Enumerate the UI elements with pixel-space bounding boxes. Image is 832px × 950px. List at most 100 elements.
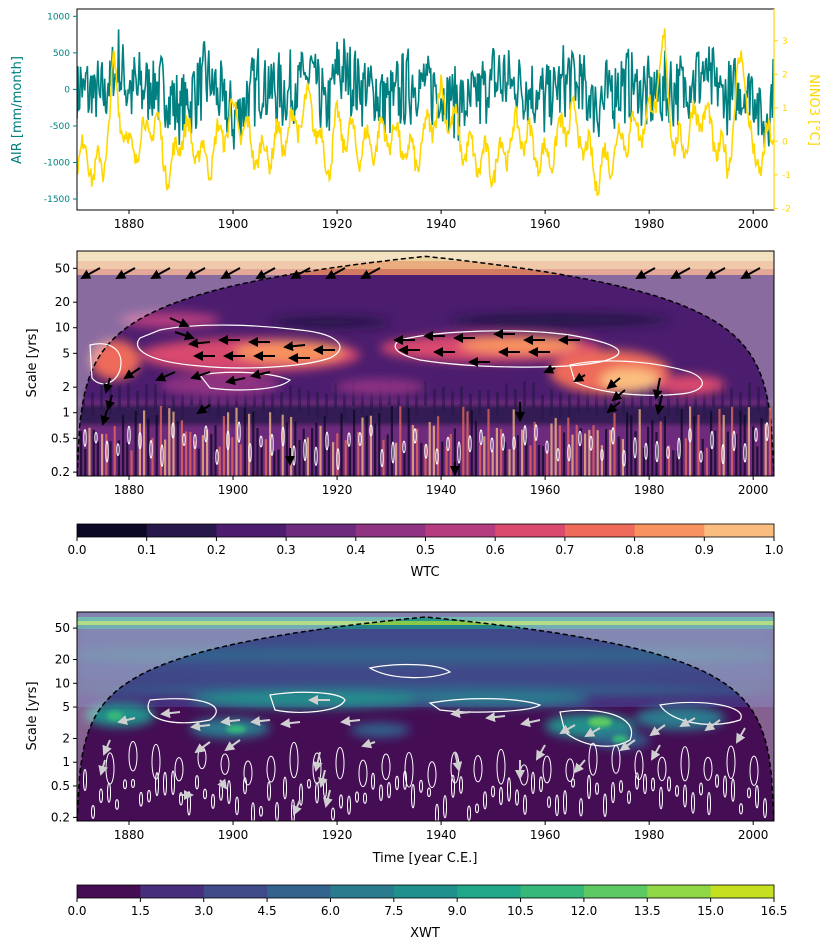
phase-arrow bbox=[217, 778, 228, 790]
wtc-phase-arrows bbox=[80, 267, 761, 476]
x-tick-label: 1940 bbox=[426, 828, 457, 842]
phase-arrow bbox=[740, 267, 761, 279]
phase-arrow bbox=[185, 267, 206, 279]
wtc-frame bbox=[76, 250, 775, 477]
air-tick-label: 1000 bbox=[47, 12, 70, 22]
x-tick-label: 1980 bbox=[634, 217, 665, 231]
phase-arrow bbox=[117, 715, 136, 725]
air-tick-label: 0 bbox=[64, 85, 70, 95]
x-tick-label: 1920 bbox=[322, 828, 353, 842]
phase-arrow bbox=[123, 367, 141, 380]
nino3-tick-label: 3 bbox=[782, 37, 788, 47]
xwt-heatmap bbox=[77, 612, 774, 821]
colorbar-cell bbox=[710, 885, 775, 898]
phase-arrow bbox=[224, 739, 241, 752]
colorbar-tick-label: 6.0 bbox=[321, 904, 340, 918]
xwt-colorbar: 0.0 1.5 3.0 4.5 6.0 7.5 9.0 10.5 12.0 13.5 15.0 16.… bbox=[67, 884, 788, 941]
phase-arrow bbox=[559, 724, 576, 734]
phase-arrow bbox=[250, 369, 271, 380]
x-tick-label: 2000 bbox=[738, 828, 769, 842]
colorbar-tick-label: 1.0 bbox=[764, 543, 783, 557]
nino3-tick-label: 2 bbox=[782, 70, 788, 80]
phase-arrow bbox=[225, 375, 246, 386]
phase-arrow bbox=[290, 267, 311, 279]
phase-arrow bbox=[318, 769, 328, 788]
phase-arrow bbox=[611, 389, 626, 402]
air-series-line bbox=[77, 29, 774, 150]
colorbar-tick-label: 7.5 bbox=[384, 904, 403, 918]
scale-tick-label: 10 bbox=[55, 321, 70, 335]
scale-tick-label: 1 bbox=[62, 755, 70, 769]
phase-arrow bbox=[573, 759, 586, 774]
phase-arrow bbox=[100, 409, 111, 426]
scale-tick-label: 20 bbox=[55, 295, 70, 309]
x-tick-label: 1920 bbox=[322, 217, 353, 231]
phase-arrow bbox=[679, 717, 696, 727]
colorbar-cell bbox=[393, 885, 458, 898]
phase-arrow bbox=[283, 341, 306, 352]
phase-arrow bbox=[536, 744, 546, 761]
wtc-colorbar: 0.0 0.1 0.2 0.3 0.4 0.5 0.6 0.7 0.8 0.9 1.0 WTC bbox=[67, 523, 784, 580]
colorbar-tick-label: 0.6 bbox=[486, 543, 505, 557]
colorbar-tick-label: 16.5 bbox=[761, 904, 788, 918]
phase-arrow bbox=[670, 267, 691, 279]
phase-arrow bbox=[115, 267, 136, 279]
wtc-heatmap bbox=[77, 251, 774, 476]
phase-arrow bbox=[360, 267, 381, 279]
phase-arrow bbox=[452, 751, 463, 772]
xwt-colorbar-label: XWT bbox=[410, 926, 440, 941]
colorbar-tick-label: 9.0 bbox=[448, 904, 467, 918]
phase-arrow bbox=[652, 377, 663, 400]
x-tick-label: 1940 bbox=[426, 483, 457, 497]
x-tick-label: 1980 bbox=[634, 828, 665, 842]
colorbar-cell bbox=[583, 885, 648, 898]
phase-arrow bbox=[606, 377, 621, 390]
colorbar-tick-label: 0.0 bbox=[67, 904, 86, 918]
nino3-series-line bbox=[77, 28, 774, 196]
wtc-ylabel: Scale [yrs] bbox=[25, 328, 40, 397]
phase-arrow bbox=[543, 364, 556, 374]
nino3-tick-label: 1 bbox=[782, 104, 788, 114]
phase-arrow bbox=[220, 716, 241, 727]
scale-tick-label: 50 bbox=[55, 261, 70, 275]
scale-tick-label: 1 bbox=[62, 406, 70, 420]
x-tick-label: 1960 bbox=[530, 828, 561, 842]
phase-arrow bbox=[736, 727, 746, 744]
phase-arrow bbox=[649, 724, 666, 737]
phase-arrow bbox=[190, 721, 211, 732]
colorbar-cell bbox=[704, 524, 775, 537]
colorbar-tick-label: 0.5 bbox=[416, 543, 435, 557]
colorbar-cell bbox=[267, 885, 331, 898]
x-tick-label: 1880 bbox=[114, 828, 145, 842]
xwt-xlabel: Time [year C.E.] bbox=[372, 851, 478, 866]
scale-tick-label: 5 bbox=[62, 700, 70, 714]
phase-arrow bbox=[619, 739, 636, 752]
phase-arrow bbox=[220, 267, 241, 279]
colorbar-tick-label: 0.7 bbox=[555, 543, 574, 557]
phase-arrow bbox=[105, 394, 116, 411]
phase-arrow bbox=[573, 372, 586, 383]
phase-arrow bbox=[606, 401, 621, 414]
phase-arrow bbox=[705, 267, 726, 279]
phase-arrow bbox=[155, 371, 176, 382]
nino3-axis-label: NINO3 [°C] bbox=[806, 74, 821, 146]
phase-arrow bbox=[312, 751, 323, 772]
colorbar-tick-label: 0.8 bbox=[625, 543, 644, 557]
phase-arrow bbox=[174, 330, 195, 341]
xwt-panel: 1880 1900 1920 1940 1960 1980 2000 0.2 0.5 1 2 5 10… bbox=[25, 611, 775, 866]
air-tick-label: -1000 bbox=[44, 158, 70, 168]
phase-arrow bbox=[325, 267, 346, 279]
x-tick-label: 1960 bbox=[530, 217, 561, 231]
nino3-tick-label: 0 bbox=[782, 137, 788, 147]
colorbar-tick-label: 3.0 bbox=[194, 904, 213, 918]
phase-arrow bbox=[196, 404, 211, 415]
colorbar-cell bbox=[140, 885, 205, 898]
wtc-colorbar-label: WTC bbox=[410, 565, 439, 580]
phase-arrow bbox=[340, 716, 361, 727]
phase-arrow bbox=[194, 741, 211, 754]
phase-arrow bbox=[280, 718, 301, 729]
phase-arrow bbox=[255, 267, 276, 279]
colorbar-tick-label: 12.0 bbox=[571, 904, 598, 918]
xwt-phase-arrows bbox=[98, 695, 746, 816]
